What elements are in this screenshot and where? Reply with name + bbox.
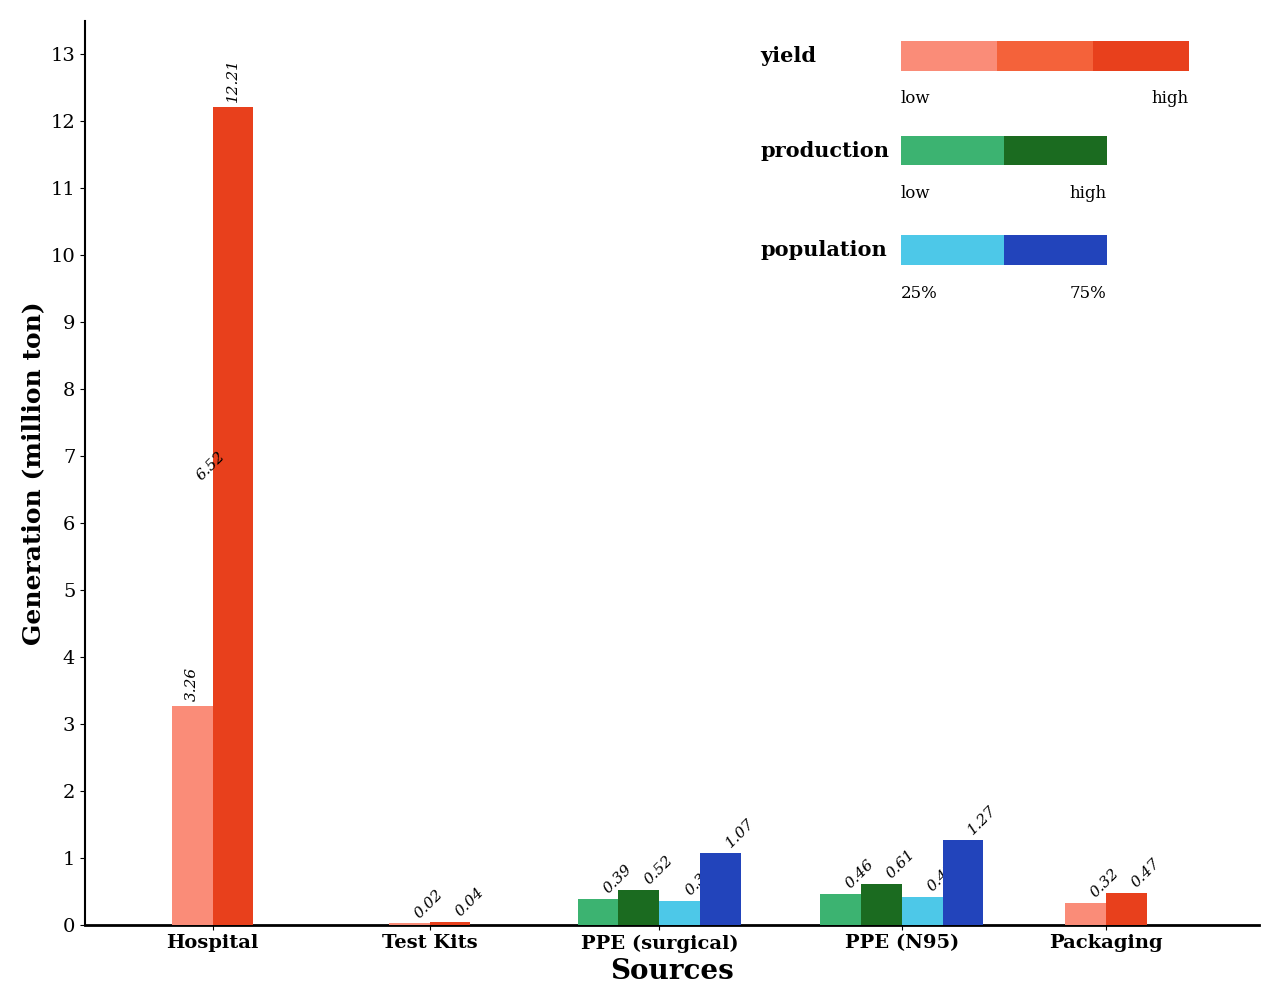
- Bar: [820, 894, 861, 925]
- Text: high: high: [1152, 91, 1189, 108]
- Bar: [172, 706, 212, 925]
- Text: 0.42: 0.42: [924, 860, 959, 894]
- Bar: [997, 40, 1093, 70]
- Bar: [901, 40, 997, 70]
- Bar: [1093, 40, 1189, 70]
- Bar: [1065, 903, 1106, 925]
- Text: 0.52: 0.52: [641, 853, 676, 887]
- Text: 75%: 75%: [1070, 285, 1106, 302]
- Text: 0.36: 0.36: [682, 864, 717, 898]
- Bar: [618, 890, 659, 925]
- Bar: [1106, 893, 1147, 925]
- Text: 1.07: 1.07: [723, 816, 758, 850]
- Bar: [1004, 136, 1106, 165]
- Bar: [901, 136, 1004, 165]
- Text: 0.39: 0.39: [600, 862, 635, 896]
- Bar: [659, 900, 700, 925]
- Text: 12.21: 12.21: [227, 58, 241, 102]
- Bar: [430, 921, 471, 925]
- Text: low: low: [901, 91, 931, 108]
- Text: 25%: 25%: [901, 285, 938, 302]
- X-axis label: Sources: Sources: [611, 958, 733, 985]
- Text: 3.26: 3.26: [186, 667, 200, 701]
- Bar: [861, 884, 902, 925]
- Text: yield: yield: [760, 45, 817, 65]
- Text: 6.52: 6.52: [193, 449, 228, 483]
- Bar: [901, 235, 1004, 265]
- Bar: [942, 840, 983, 925]
- Bar: [902, 896, 942, 925]
- Text: high: high: [1069, 185, 1106, 202]
- Text: 0.47: 0.47: [1129, 856, 1164, 890]
- Bar: [389, 924, 430, 925]
- Text: 0.46: 0.46: [844, 857, 877, 891]
- Text: 1.27: 1.27: [965, 803, 1000, 837]
- Bar: [212, 108, 253, 925]
- Text: low: low: [901, 185, 931, 202]
- Text: production: production: [760, 141, 890, 161]
- Bar: [700, 853, 741, 925]
- Y-axis label: Generation (million ton): Generation (million ton): [20, 301, 45, 645]
- Text: 0.61: 0.61: [884, 847, 918, 881]
- Text: population: population: [760, 240, 887, 260]
- Bar: [577, 898, 618, 925]
- Bar: [1004, 235, 1106, 265]
- Text: 0.02: 0.02: [412, 886, 445, 920]
- Text: 0.04: 0.04: [453, 885, 486, 919]
- Text: 0.32: 0.32: [1088, 866, 1123, 900]
